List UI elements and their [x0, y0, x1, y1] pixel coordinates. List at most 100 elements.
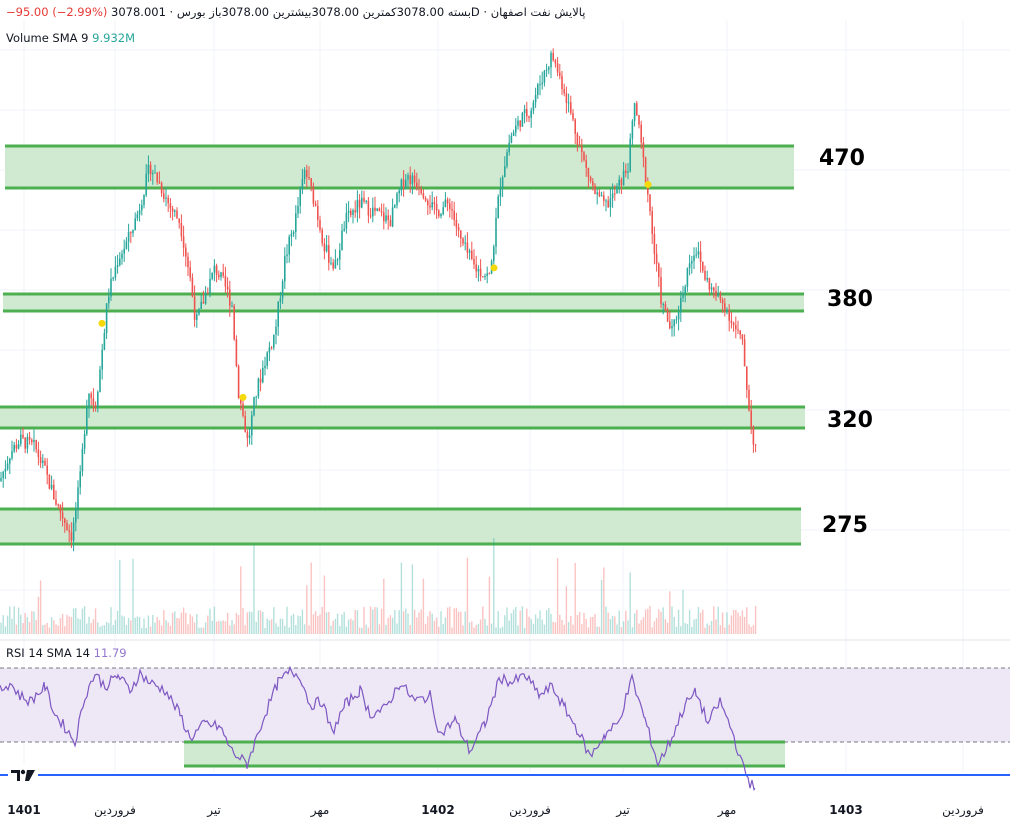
volume-bar	[739, 616, 741, 634]
candle-body	[48, 474, 51, 489]
volume-bar	[743, 616, 746, 634]
candle-body	[341, 230, 343, 251]
volume-bar	[660, 611, 662, 634]
candle-body	[704, 270, 706, 280]
volume-legend[interactable]: Volume SMA 9 9.932M	[6, 31, 135, 45]
high-label: بیشترین	[272, 5, 312, 19]
volume-bar	[592, 616, 594, 634]
volume-bar	[9, 606, 11, 634]
close-label: بسته	[447, 5, 471, 19]
volume-bar	[508, 620, 510, 634]
volume-bar	[147, 615, 150, 634]
volume-bar	[530, 618, 532, 634]
volume-bar	[473, 627, 475, 634]
volume-bar	[255, 621, 257, 634]
tradingview-logo[interactable]	[8, 764, 38, 786]
candle-body	[719, 293, 722, 300]
volume-bar	[594, 614, 596, 634]
candle-body	[405, 179, 407, 187]
volume-bar	[741, 610, 744, 634]
candle-body	[471, 250, 473, 259]
candle-body	[475, 264, 477, 272]
volume-bar	[127, 618, 130, 634]
candle-body	[268, 347, 271, 353]
volume-bar	[468, 622, 471, 634]
symbol-name[interactable]: پالایش نفت اصفهان	[490, 5, 586, 19]
volume-bar	[42, 625, 44, 634]
volume-bar	[75, 607, 77, 634]
volume-bar	[125, 624, 128, 634]
candle-body	[79, 471, 81, 488]
candle-body	[627, 171, 629, 173]
volume-bar	[114, 620, 117, 634]
volume-bar	[484, 618, 486, 634]
volume-bar	[6, 615, 9, 634]
candle-body	[202, 301, 205, 304]
candle-body	[374, 207, 376, 211]
candle-body	[75, 509, 77, 523]
candle-body	[616, 186, 618, 194]
zone-320-fill	[0, 407, 805, 428]
volume-bar	[409, 625, 411, 634]
volume-bar	[402, 611, 405, 634]
rsi-band	[0, 668, 1010, 742]
candle-body	[193, 296, 196, 320]
volume-bar	[242, 607, 244, 634]
volume-bar	[356, 610, 359, 634]
candle-body	[28, 436, 31, 440]
interval[interactable]: 1D	[158, 5, 480, 19]
candle-body	[418, 187, 420, 189]
volume-bar	[292, 613, 295, 634]
volume-bar	[413, 609, 416, 634]
price-legend: −95.00 (−2.99%) 3078.00 بسته 3078.00کمتری…	[6, 5, 586, 19]
candle-body	[86, 407, 88, 435]
candle-body	[303, 169, 306, 180]
volume-bar	[110, 607, 112, 634]
candle-body	[493, 246, 495, 262]
volume-bar	[44, 624, 46, 634]
candle-body	[444, 199, 447, 208]
volume-bar	[328, 612, 330, 634]
event-markers[interactable]	[98, 181, 652, 401]
candle-body	[354, 210, 356, 213]
volume-bar	[145, 627, 147, 634]
rsi-legend[interactable]: RSI 14 SMA 14 11.79	[6, 646, 127, 660]
rsi-pane[interactable]	[0, 665, 1010, 792]
candle-body	[116, 265, 119, 267]
volume-bar	[83, 606, 86, 634]
volume-bar	[699, 612, 702, 634]
candle-body	[422, 193, 425, 198]
candle-body	[189, 267, 191, 278]
volume-bar	[622, 621, 625, 634]
volume-bar	[72, 608, 75, 634]
candle-body	[15, 444, 18, 449]
candle-body	[317, 205, 319, 220]
candle-body	[295, 213, 297, 232]
candle-body	[163, 193, 165, 199]
candle-body	[385, 215, 387, 222]
volume-bar	[207, 615, 209, 634]
candle-body	[97, 392, 99, 407]
candle-body	[253, 396, 255, 416]
volume-bar	[647, 608, 649, 634]
support-resistance-zones[interactable]	[0, 144, 805, 546]
volume-bar	[460, 611, 462, 634]
candle-body	[396, 193, 398, 206]
candle-body	[167, 197, 169, 204]
candle-body	[651, 211, 653, 235]
candle-body	[325, 245, 328, 252]
candle-body	[642, 142, 645, 158]
volume-bar	[119, 559, 121, 634]
volume-bar	[363, 606, 365, 634]
time-label-1403: 1403	[829, 803, 863, 817]
candle-body	[83, 434, 86, 449]
volume-bar	[163, 610, 165, 634]
candle-body	[361, 197, 363, 208]
candle-body	[363, 197, 365, 202]
price-candles[interactable]	[0, 48, 757, 552]
volume-legend-value: 9.932M	[92, 31, 136, 45]
candle-body	[737, 329, 739, 331]
volume-bar	[224, 621, 227, 634]
candle-body	[198, 309, 200, 315]
